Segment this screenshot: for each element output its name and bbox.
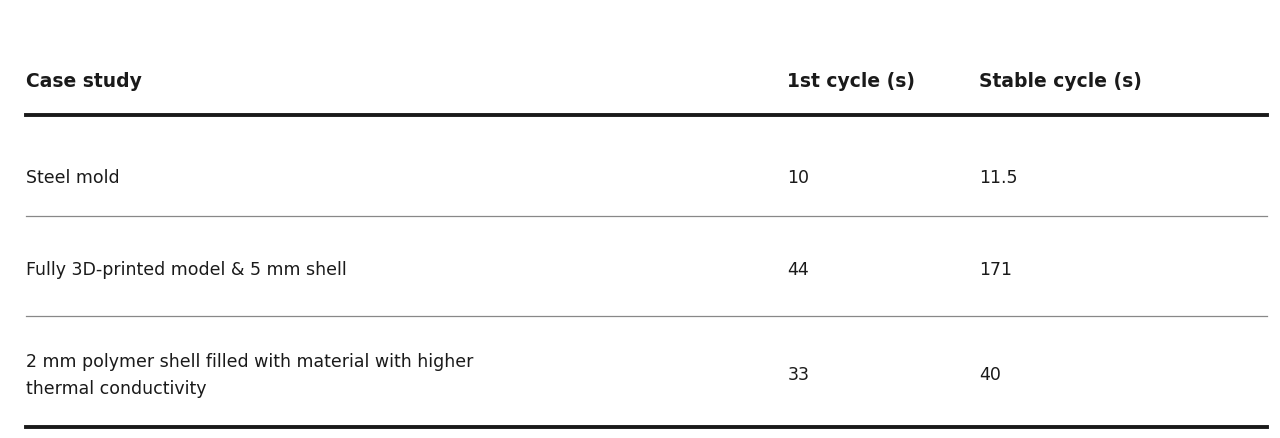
Text: Stable cycle (s): Stable cycle (s) [979,71,1142,91]
Text: 11.5: 11.5 [979,168,1018,187]
Text: 40: 40 [979,365,1001,384]
Text: Steel mold: Steel mold [26,168,119,187]
Text: 171: 171 [979,260,1012,279]
Text: 33: 33 [787,365,809,384]
Text: 44: 44 [787,260,809,279]
Text: 10: 10 [787,168,809,187]
Text: Case study: Case study [26,71,142,91]
Text: 2 mm polymer shell filled with material with higher
thermal conductivity: 2 mm polymer shell filled with material … [26,352,474,397]
Text: 1st cycle (s): 1st cycle (s) [787,71,915,91]
Text: Fully 3D-printed model & 5 mm shell: Fully 3D-printed model & 5 mm shell [26,260,347,279]
